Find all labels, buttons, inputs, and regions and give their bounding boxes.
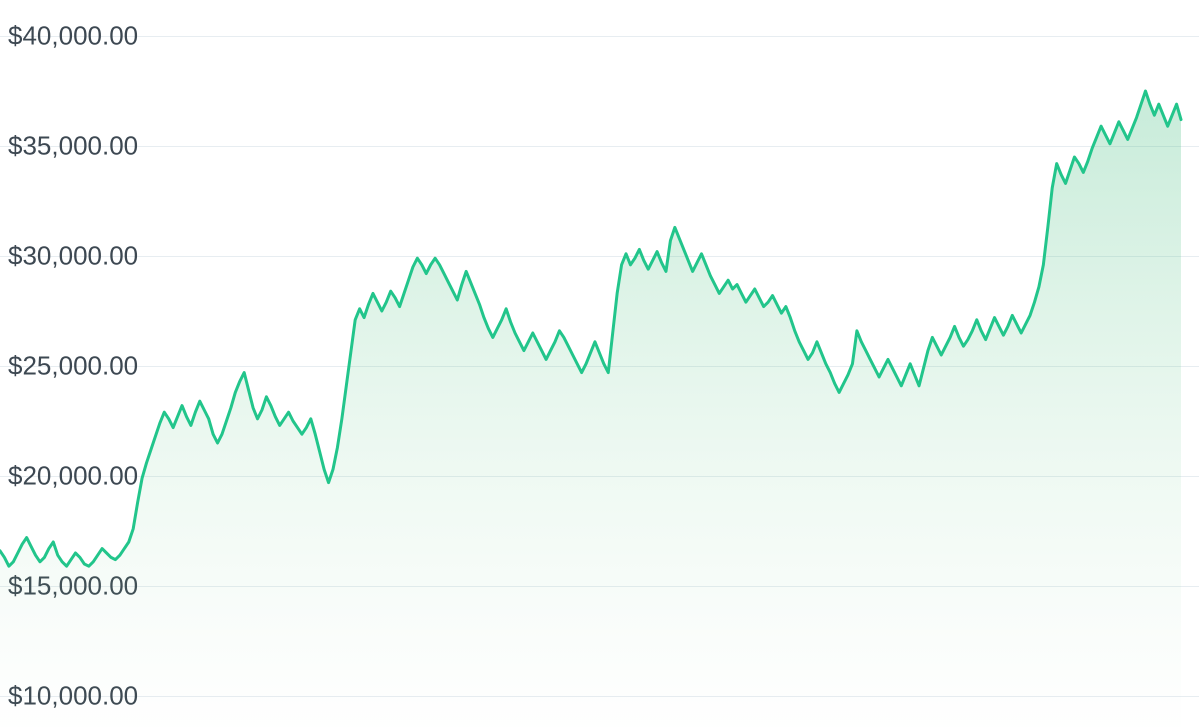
price-area-fill bbox=[0, 91, 1181, 727]
chart-container: $40,000.00 $35,000.00 $30,000.00 $25,000… bbox=[0, 0, 1199, 727]
price-line-chart[interactable] bbox=[0, 0, 1199, 727]
